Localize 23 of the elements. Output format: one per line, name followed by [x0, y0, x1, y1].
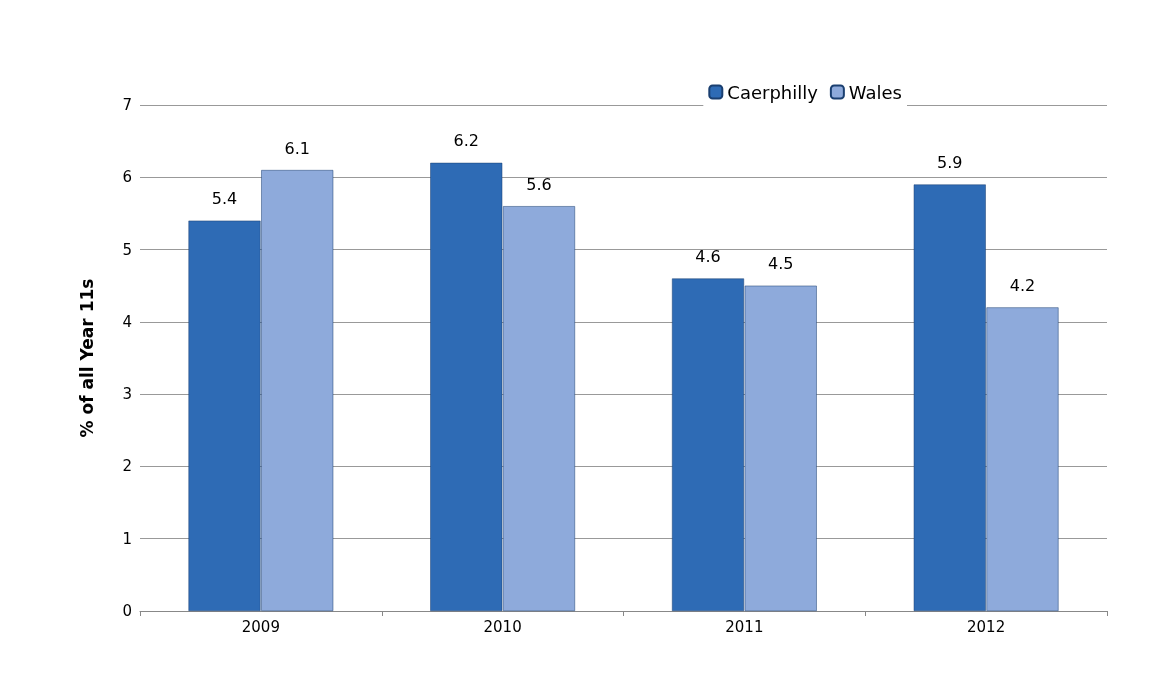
y-tick-label: 7: [122, 96, 132, 114]
y-tick-label: 4: [122, 312, 132, 331]
data-label: 6.1: [284, 138, 310, 158]
y-axis-title: % of all Year 11s: [76, 278, 97, 438]
data-label: 5.6: [526, 174, 552, 194]
x-tick-label: 2009: [241, 617, 280, 636]
data-label: 5.9: [937, 153, 963, 173]
data-label: 4.6: [695, 246, 721, 266]
y-tick-label: 2: [122, 457, 132, 476]
x-tick-label: 2010: [483, 617, 522, 636]
y-tick-label: 5: [122, 240, 132, 259]
legend-label: Caerphilly: [727, 81, 819, 103]
data-label: 4.5: [768, 254, 794, 274]
legend-label: Wales: [848, 81, 903, 103]
data-label: 6.2: [453, 131, 479, 151]
data-label: 5.4: [211, 189, 238, 209]
x-tick-label: 2011: [725, 617, 764, 636]
x-tick-label: 2012: [967, 617, 1006, 636]
y-tick-label: 6: [122, 168, 132, 187]
data-label: 4.2: [1009, 275, 1036, 295]
y-tick-label: 0: [122, 602, 132, 620]
y-tick-label: 3: [122, 385, 132, 404]
y-tick-label: 1: [122, 529, 132, 548]
